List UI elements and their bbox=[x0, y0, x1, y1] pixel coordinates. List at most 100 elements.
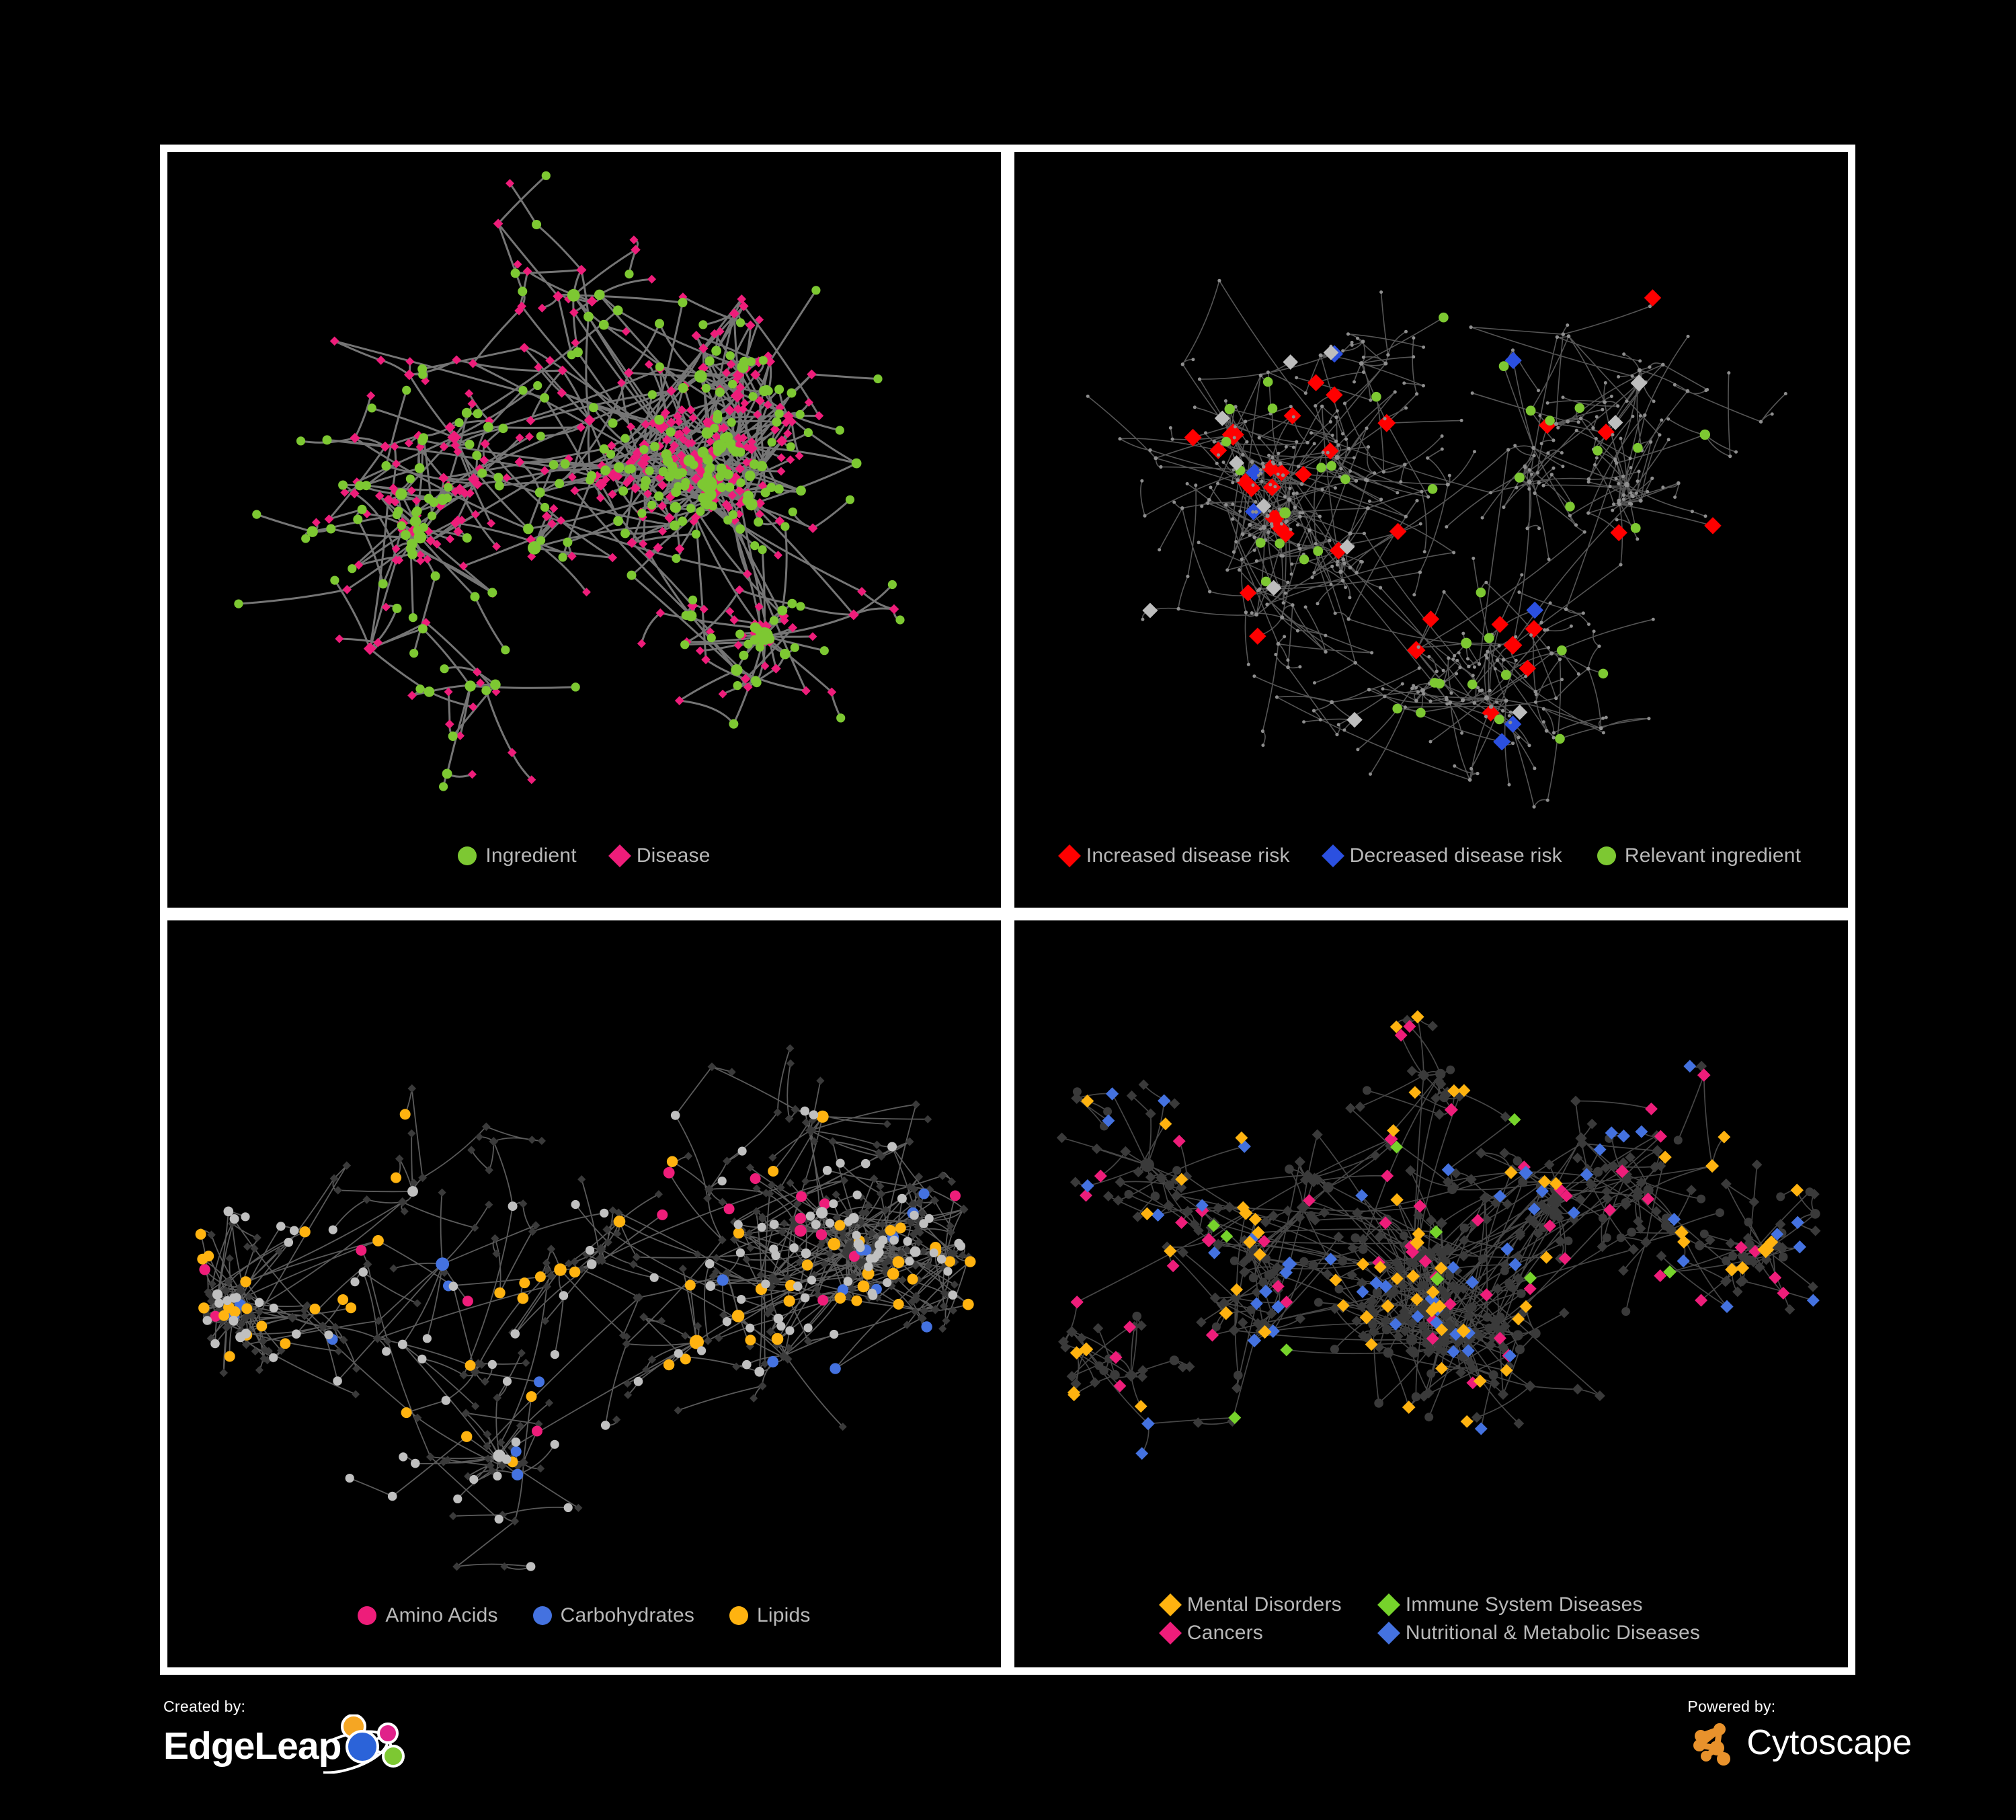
network-node[interactable] bbox=[1260, 479, 1264, 483]
network-node[interactable] bbox=[516, 1421, 525, 1430]
network-node[interactable] bbox=[903, 1236, 912, 1246]
network-node[interactable] bbox=[1251, 1226, 1265, 1240]
network-node[interactable] bbox=[1295, 629, 1299, 633]
network-node[interactable] bbox=[436, 1257, 450, 1271]
network-node[interactable] bbox=[1348, 531, 1353, 536]
network-node[interactable] bbox=[553, 290, 564, 302]
network-node[interactable] bbox=[210, 1310, 221, 1322]
network-node[interactable] bbox=[1133, 1166, 1144, 1178]
network-node[interactable] bbox=[1449, 701, 1453, 705]
network-node[interactable] bbox=[392, 603, 402, 613]
network-node[interactable] bbox=[1424, 1413, 1434, 1422]
network-node[interactable] bbox=[491, 1234, 499, 1243]
network-node[interactable] bbox=[1611, 508, 1615, 512]
network-node[interactable] bbox=[1368, 1320, 1377, 1329]
network-node[interactable] bbox=[1467, 679, 1478, 690]
network-node[interactable] bbox=[655, 319, 664, 329]
network-node[interactable] bbox=[1309, 1215, 1321, 1226]
network-node[interactable] bbox=[1630, 374, 1634, 378]
network-node[interactable] bbox=[1467, 664, 1471, 668]
network-node[interactable] bbox=[723, 469, 733, 479]
network-node[interactable] bbox=[786, 1044, 795, 1053]
network-node[interactable] bbox=[773, 1108, 782, 1117]
network-node[interactable] bbox=[458, 561, 468, 571]
network-node[interactable] bbox=[1431, 1243, 1443, 1255]
network-node[interactable] bbox=[722, 1317, 731, 1327]
network-node[interactable] bbox=[475, 1132, 483, 1141]
network-node[interactable] bbox=[1309, 1261, 1318, 1270]
network-node[interactable] bbox=[805, 1125, 816, 1136]
network-node[interactable] bbox=[1624, 481, 1630, 487]
network-node[interactable] bbox=[1113, 1195, 1124, 1206]
network-node[interactable] bbox=[476, 678, 485, 688]
network-node[interactable] bbox=[1728, 1251, 1738, 1261]
network-node[interactable] bbox=[1141, 1417, 1155, 1431]
network-node[interactable] bbox=[1453, 1284, 1462, 1294]
network-node[interactable] bbox=[1455, 1367, 1466, 1378]
network-node[interactable] bbox=[695, 646, 704, 656]
network-node[interactable] bbox=[672, 554, 681, 563]
network-node[interactable] bbox=[1320, 487, 1324, 491]
network-node[interactable] bbox=[1288, 486, 1292, 490]
network-node[interactable] bbox=[750, 1173, 761, 1184]
network-node[interactable] bbox=[397, 1197, 407, 1207]
network-node[interactable] bbox=[560, 459, 570, 469]
network-node[interactable] bbox=[1330, 434, 1334, 437]
network-node[interactable] bbox=[1650, 476, 1654, 480]
network-node[interactable] bbox=[1386, 353, 1390, 357]
network-node[interactable] bbox=[1504, 352, 1522, 369]
network-node[interactable] bbox=[447, 430, 461, 444]
network-node[interactable] bbox=[1252, 535, 1256, 539]
network-node[interactable] bbox=[208, 1279, 216, 1288]
network-node[interactable] bbox=[1621, 1307, 1631, 1316]
network-node[interactable] bbox=[1574, 403, 1585, 413]
network-node[interactable] bbox=[1252, 674, 1256, 678]
network-node[interactable] bbox=[1574, 523, 1578, 527]
network-node[interactable] bbox=[754, 602, 764, 612]
network-node[interactable] bbox=[1318, 514, 1322, 518]
network-node[interactable] bbox=[417, 1354, 427, 1363]
network-node[interactable] bbox=[1299, 1257, 1309, 1266]
network-node[interactable] bbox=[705, 1281, 716, 1291]
network-node[interactable] bbox=[471, 510, 480, 519]
network-node[interactable] bbox=[1417, 1069, 1430, 1082]
network-node[interactable] bbox=[1258, 1277, 1268, 1287]
network-node[interactable] bbox=[1593, 463, 1597, 467]
network-node[interactable] bbox=[1643, 1185, 1654, 1195]
network-node[interactable] bbox=[887, 1267, 899, 1280]
panel-ingredient-disease-network[interactable]: Ingredient Disease bbox=[167, 152, 1001, 908]
network-node[interactable] bbox=[840, 1176, 849, 1185]
network-node[interactable] bbox=[770, 424, 780, 434]
network-node[interactable] bbox=[1412, 684, 1416, 688]
network-node[interactable] bbox=[453, 1494, 462, 1503]
network-node[interactable] bbox=[1396, 491, 1400, 495]
network-node[interactable] bbox=[1418, 522, 1422, 526]
network-node[interactable] bbox=[225, 1254, 234, 1263]
network-node[interactable] bbox=[712, 432, 721, 441]
network-node[interactable] bbox=[241, 1212, 250, 1222]
network-node[interactable] bbox=[735, 524, 745, 534]
network-node[interactable] bbox=[1373, 471, 1377, 475]
network-node[interactable] bbox=[430, 571, 440, 581]
network-node[interactable] bbox=[1258, 1284, 1273, 1298]
network-node[interactable] bbox=[727, 1068, 736, 1076]
network-node[interactable] bbox=[1400, 1231, 1408, 1240]
network-node[interactable] bbox=[1164, 1180, 1175, 1191]
network-node[interactable] bbox=[1677, 1254, 1690, 1268]
network-node[interactable] bbox=[1334, 1284, 1344, 1294]
network-node[interactable] bbox=[1289, 527, 1293, 531]
network-node[interactable] bbox=[1299, 554, 1309, 565]
network-node[interactable] bbox=[1488, 688, 1492, 693]
network-node[interactable] bbox=[612, 305, 623, 316]
network-node[interactable] bbox=[1465, 657, 1470, 661]
network-node[interactable] bbox=[1514, 635, 1518, 639]
network-node[interactable] bbox=[750, 635, 760, 645]
network-node[interactable] bbox=[1530, 472, 1534, 476]
network-node[interactable] bbox=[1418, 1321, 1428, 1331]
network-node[interactable] bbox=[1194, 483, 1198, 487]
network-node[interactable] bbox=[1447, 473, 1451, 477]
network-node[interactable] bbox=[1284, 445, 1288, 449]
network-node[interactable] bbox=[1283, 591, 1287, 595]
network-node[interactable] bbox=[518, 286, 528, 296]
network-node[interactable] bbox=[737, 1295, 746, 1304]
